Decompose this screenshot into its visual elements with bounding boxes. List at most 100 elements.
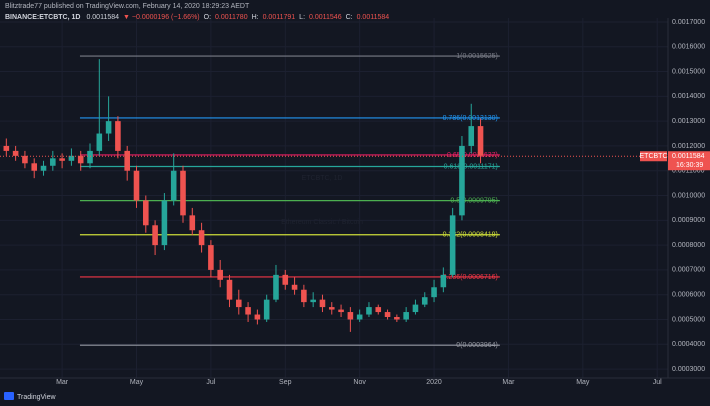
candle-body (105, 121, 112, 134)
footer-brand: TradingView (17, 394, 56, 401)
price-tag (668, 151, 710, 171)
y-tick-label: 0.0016000 (672, 44, 705, 51)
header-price: 0.0011584 (86, 14, 119, 21)
candle-body (161, 200, 168, 246)
candle-body (338, 309, 344, 313)
candle-body (375, 307, 382, 313)
price-tag-countdown: 16:30:39 (676, 162, 703, 169)
candle-body (394, 317, 400, 320)
y-tick-label: 0.0008000 (672, 242, 705, 249)
price-tag-value: 0.0011584 (672, 153, 705, 160)
fib-label: 0.5(0.0009795) (450, 197, 497, 204)
candle-body (459, 145, 465, 216)
watermark-symbol: ETCBTC, 1D (302, 175, 343, 182)
y-tick-label: 0.0012000 (672, 143, 705, 150)
published: Blitztrade77 published on TradingView.co… (5, 3, 250, 10)
candle-body (22, 155, 28, 164)
candle-body (143, 200, 149, 226)
logo (4, 392, 14, 400)
candle-body (282, 274, 289, 285)
y-tick-label: 0.0013000 (672, 118, 705, 125)
candle-body (124, 150, 130, 171)
candle-body (291, 284, 298, 290)
x-tick-label: 2020 (426, 379, 442, 386)
y-tick-label: 0.0007000 (672, 267, 705, 274)
candle-body (31, 163, 38, 171)
y-tick-label: 0.0011000 (672, 168, 705, 175)
candle-body (254, 314, 261, 320)
fib-label: 0.236(0.0006716) (443, 274, 498, 281)
candle-body (170, 170, 177, 201)
fib-label: 0.786(0.0013130) (443, 115, 498, 122)
x-tick-label: May (130, 379, 144, 386)
candle-body (59, 158, 65, 161)
ohlc-value: 0.0011780 (215, 14, 248, 21)
candle-body (96, 133, 103, 151)
candle-body (347, 312, 354, 320)
ohlc-value: 0.0011546 (309, 14, 342, 21)
candle-body (431, 287, 437, 298)
candle-body (449, 215, 456, 275)
candle-body (468, 126, 475, 146)
y-tick-label: 0.0014000 (672, 93, 705, 100)
ohlc-value: 0.0011584 (357, 14, 390, 21)
candle-body (403, 312, 409, 320)
x-tick-label: Mar (56, 379, 69, 386)
x-tick-label: Nov (353, 379, 366, 386)
header-bar: BINANCE:ETCBTC, 1D (5, 14, 80, 21)
ohlc-value: 0.0011791 (263, 14, 296, 21)
candle-body (245, 307, 251, 315)
candle-body (217, 269, 223, 280)
candle-body (180, 170, 186, 216)
candle-body (235, 299, 242, 308)
candle-body (328, 307, 335, 310)
candle-body (87, 150, 93, 164)
x-tick-label: Sep (279, 379, 292, 386)
x-tick-label: Jul (206, 379, 215, 386)
candle-body (440, 274, 447, 288)
x-tick-label: May (576, 379, 590, 386)
header-change: ▼ −0.0000196 (−1.66%) (123, 14, 200, 21)
candle-body (273, 274, 279, 300)
candle-body (208, 245, 214, 270)
candle-body (189, 215, 196, 231)
symbol-tag-label: ETCBTC (640, 153, 668, 160)
x-tick-label: Jul (653, 379, 662, 386)
y-tick-label: 0.0017000 (672, 19, 705, 26)
y-tick-label: 0.0009000 (672, 217, 705, 224)
ohlc-key: L: (299, 14, 305, 21)
candle-body (310, 299, 316, 303)
candle-body (412, 304, 419, 313)
candle-body (152, 225, 158, 246)
candle-body (68, 155, 75, 161)
candle-body (77, 155, 84, 164)
candle-body (421, 297, 428, 305)
candle-body (263, 299, 270, 320)
ohlc-key: O: (204, 14, 211, 21)
candle-body (115, 121, 121, 151)
candle-body (384, 312, 391, 318)
candle-body (198, 230, 205, 246)
candle-body (3, 145, 10, 151)
candle-body (40, 165, 47, 171)
fib-label: 0(0.0003964) (456, 342, 498, 349)
candle-body (50, 158, 56, 166)
candle-body (319, 299, 326, 308)
y-tick-label: 0.0004000 (672, 341, 705, 348)
candle-body (133, 170, 140, 201)
symbol-tag (640, 151, 667, 162)
y-tick-label: 0.0015000 (672, 68, 705, 75)
candle-body (356, 314, 363, 320)
y-tick-label: 0.0010000 (672, 192, 705, 199)
y-tick-label: 0.0003000 (672, 366, 705, 373)
watermark-name: Ethereum Classic / Bitcoin (281, 219, 363, 226)
candle-body (301, 289, 307, 303)
ohlc-key: C: (346, 14, 353, 21)
symbol: BINANCE:ETCBTC, 1D (5, 14, 80, 21)
candle-body (366, 307, 372, 315)
fib-label: 1(0.0015625) (456, 53, 498, 60)
x-tick-label: Mar (502, 379, 515, 386)
fib-label: 0.618(0.0011171) (444, 163, 498, 170)
